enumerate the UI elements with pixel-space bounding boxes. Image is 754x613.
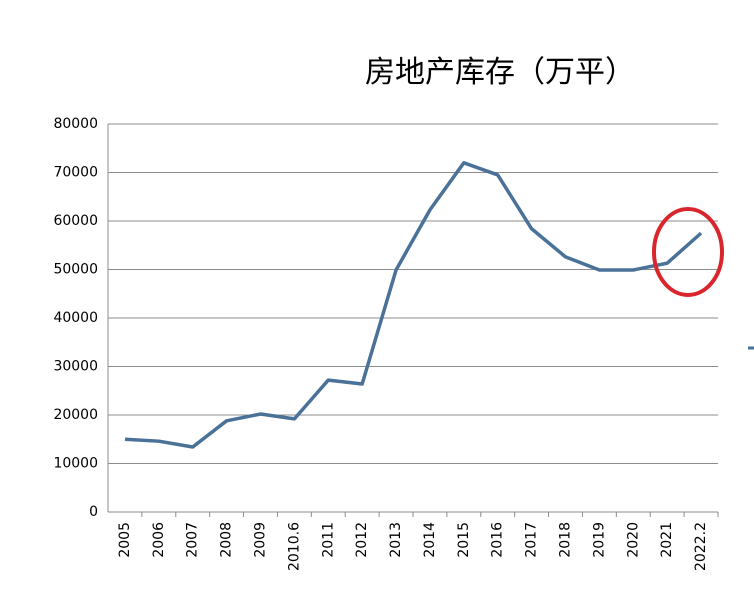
- y-tick-label: 40000: [53, 310, 98, 326]
- x-tick-label: 2007: [185, 522, 201, 558]
- y-tick-label: 0: [89, 504, 98, 520]
- y-tick-label: 50000: [53, 262, 98, 278]
- x-tick-label: 2016: [490, 522, 506, 558]
- x-tick-label: 2012: [354, 522, 370, 558]
- x-tick-label: 2022.2: [693, 522, 709, 571]
- y-tick-label: 10000: [53, 456, 98, 472]
- chart-title: 房地产库存（万平）: [365, 55, 635, 90]
- plot-area: 0 10000 20000 30000 40000 50000 60000 70000 8000…: [53, 116, 719, 571]
- y-tick-label: 60000: [53, 213, 98, 229]
- x-tick-label: 2009: [253, 522, 269, 558]
- x-tick-label: 2015: [456, 522, 472, 558]
- x-tick-label: 2020: [625, 522, 641, 558]
- y-tick-label: 20000: [53, 407, 98, 423]
- x-tick-label: 2017: [524, 522, 540, 558]
- x-tick-label: 2011: [320, 522, 336, 558]
- x-tick-label: 2014: [422, 522, 438, 558]
- y-tick-label: 80000: [53, 116, 98, 132]
- highlight-circle: [652, 207, 724, 297]
- y-tick-label: 30000: [53, 359, 98, 375]
- x-tick-label: 2010.6: [286, 522, 302, 571]
- x-tick-label: 2005: [117, 522, 133, 558]
- y-tick-label: 70000: [53, 165, 98, 181]
- x-tick-label: 2018: [558, 522, 574, 558]
- x-tick-label: 2019: [591, 522, 607, 558]
- x-tick-label: 2013: [388, 522, 404, 558]
- x-tick-label: 2021: [659, 522, 675, 558]
- x-tick-label: 2008: [219, 522, 235, 558]
- x-tick-label: 2006: [151, 522, 167, 558]
- line-series: [124, 161, 703, 449]
